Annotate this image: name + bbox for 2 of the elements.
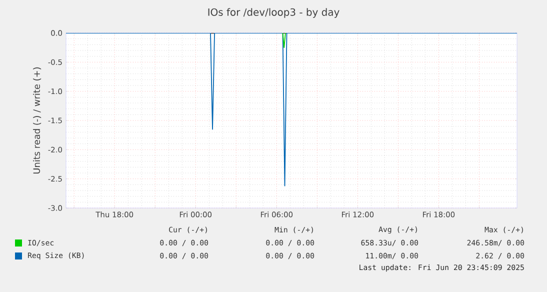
chart-title: IOs for /dev/loop3 - by day xyxy=(208,8,340,18)
y-axis-title: Units read (-) / write (+) xyxy=(33,67,42,174)
